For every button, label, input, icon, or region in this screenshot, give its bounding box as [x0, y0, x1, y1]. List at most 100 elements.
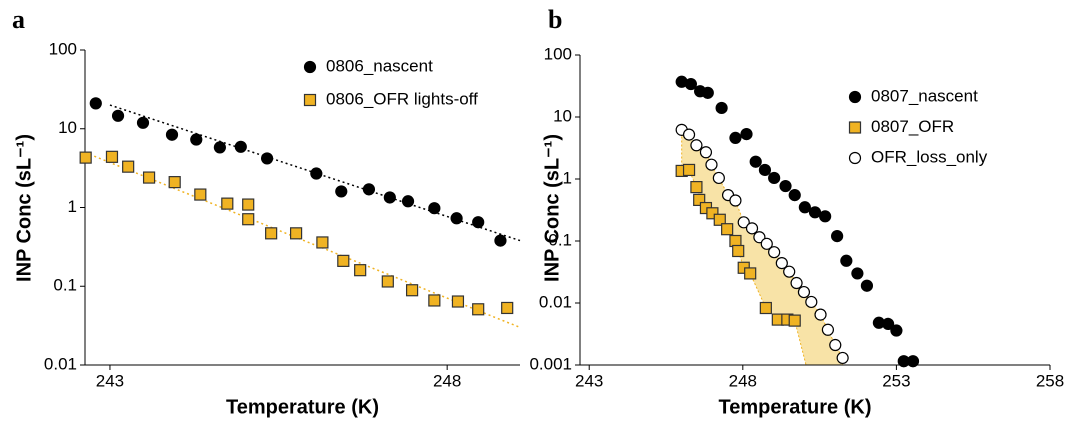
y-tick-label: 0.001: [529, 354, 572, 373]
y-tick-label: 1: [563, 168, 572, 187]
point: [860, 279, 874, 292]
point: [729, 194, 742, 207]
point: [814, 308, 827, 321]
legend-entry: OFR_loss_only: [848, 147, 988, 166]
point: [111, 109, 125, 122]
point: [779, 179, 792, 193]
point: [383, 191, 396, 204]
point: [831, 229, 844, 243]
point: [690, 181, 703, 194]
point: [729, 131, 742, 145]
point: [494, 234, 507, 247]
point: [401, 195, 415, 208]
point: [829, 338, 842, 352]
point: [712, 171, 725, 185]
point: [684, 77, 697, 91]
y-tick-label: 10: [553, 106, 572, 125]
point: [790, 276, 803, 290]
point: [805, 295, 818, 309]
point: [808, 206, 822, 219]
point: [682, 128, 696, 141]
point: [819, 210, 832, 223]
legend-marker: [848, 121, 862, 134]
y-tick-label: 100: [544, 44, 572, 63]
point: [362, 183, 376, 196]
point: [851, 267, 864, 280]
point: [381, 275, 394, 288]
x-axis-title: Temperature (K): [719, 396, 872, 418]
point: [705, 158, 718, 171]
point: [840, 254, 853, 267]
point: [428, 202, 441, 215]
point: [759, 301, 772, 315]
point: [788, 314, 801, 327]
point: [405, 284, 419, 297]
x-tick-label: 248: [729, 371, 757, 390]
y-tick-label: 0.1: [53, 276, 77, 295]
legend-marker: [848, 90, 862, 104]
point: [699, 146, 713, 159]
legend-label: 0807_OFR: [871, 117, 954, 136]
point: [732, 244, 745, 258]
y-tick-label: 0.1: [548, 230, 572, 249]
x-tick-label: 258: [1036, 371, 1064, 390]
panel-label: b: [548, 5, 562, 34]
point: [168, 176, 181, 189]
point: [821, 323, 835, 336]
point: [213, 141, 226, 154]
legend-entry: 0807_OFR: [848, 117, 954, 136]
point: [836, 351, 849, 365]
point: [740, 127, 753, 141]
point: [768, 171, 781, 185]
y-tick-label: 1: [68, 197, 77, 216]
point: [194, 188, 207, 201]
point: [706, 207, 719, 220]
point: [472, 216, 485, 229]
legend-entry: 0807_nascent: [848, 86, 978, 105]
point: [335, 185, 348, 198]
point: [451, 295, 465, 308]
point: [136, 116, 150, 129]
point: [289, 227, 303, 240]
point: [758, 163, 772, 177]
legend-label: 0806_nascent: [326, 56, 433, 75]
point: [79, 151, 92, 164]
point: [142, 171, 156, 184]
point: [693, 193, 706, 207]
point: [701, 86, 714, 99]
point: [89, 97, 102, 110]
point: [768, 246, 781, 259]
point: [165, 128, 179, 141]
legend-marker: [848, 151, 862, 165]
point: [745, 222, 759, 235]
point: [428, 294, 441, 307]
point: [882, 317, 895, 331]
point: [783, 265, 796, 278]
point: [788, 188, 801, 202]
point: [713, 213, 726, 226]
point: [729, 234, 742, 248]
y-axis-title: INP Conc (sL⁻¹): [541, 134, 563, 282]
legend-entry: 0806_nascent: [303, 56, 433, 75]
point: [737, 216, 750, 229]
point: [242, 213, 255, 226]
point: [749, 155, 762, 168]
point: [316, 236, 329, 249]
trendline: [84, 151, 521, 329]
point: [354, 264, 367, 277]
point: [122, 160, 135, 173]
point: [690, 139, 703, 152]
x-tick-label: 243: [96, 371, 124, 390]
point: [501, 301, 514, 315]
point: [682, 163, 696, 177]
point: [715, 101, 728, 115]
legend-marker: [303, 60, 317, 74]
point: [265, 227, 278, 240]
point: [190, 133, 203, 146]
y-tick-label: 0.01: [44, 354, 77, 373]
point: [797, 285, 811, 299]
y-tick-label: 10: [58, 118, 77, 137]
point: [798, 201, 811, 214]
y-tick-label: 0.01: [539, 292, 572, 311]
